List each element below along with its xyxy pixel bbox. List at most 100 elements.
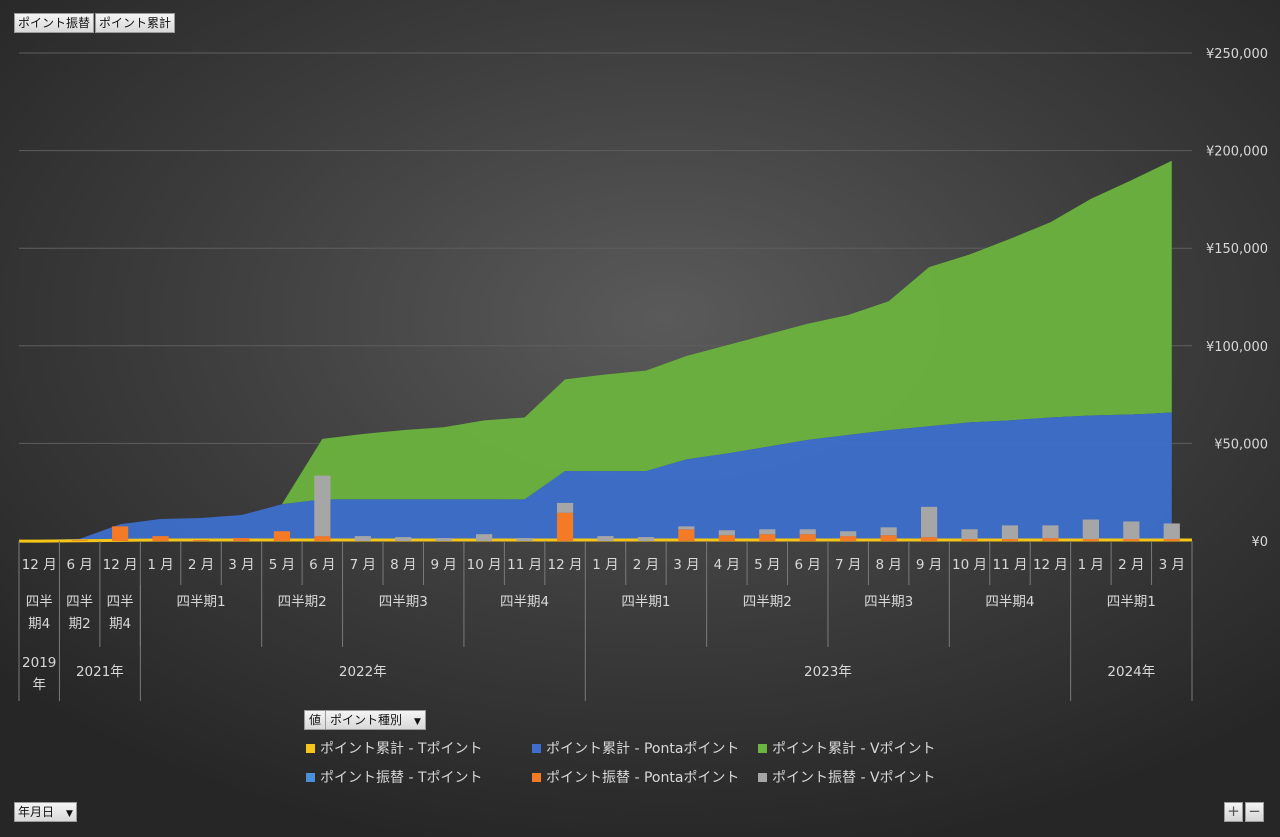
x-quarter-label: 四半期1	[1107, 594, 1156, 610]
legend-item: ポイント累計 - Tポイント	[306, 738, 483, 758]
y-tick-label: ¥200,000	[1206, 145, 1268, 160]
legend-swatch	[532, 773, 541, 782]
x-month-label: 4 月	[714, 557, 740, 573]
bar-v-transfer	[1082, 519, 1099, 540]
axis-field-label: 年月日	[18, 805, 55, 819]
bar-v-transfer	[961, 529, 978, 540]
area-v-point	[39, 160, 1172, 541]
x-quarter-label: 四半期4	[985, 594, 1034, 610]
bar-v-transfer	[556, 502, 574, 513]
x-month-label: 5 月	[754, 557, 780, 573]
x-year-label: 2021年	[76, 664, 124, 680]
x-month-label: 6 月	[795, 557, 821, 573]
x-month-label: 12 月	[22, 557, 57, 573]
x-year-label: 2022年	[339, 664, 387, 680]
x-month-label: 12 月	[1033, 557, 1068, 573]
x-month-label: 1 月	[1078, 557, 1104, 573]
area-series	[19, 160, 1192, 543]
x-quarter-label: 四半期2	[278, 594, 327, 610]
bar-ponta-transfer	[152, 536, 169, 541]
legend-label: ポイント振替 - Tポイント	[320, 770, 483, 786]
bar-ponta-transfer	[840, 536, 857, 541]
bar-ponta-transfer	[556, 512, 574, 541]
bar-ponta-transfer	[233, 538, 250, 541]
filter-point-transfer-button[interactable]: ポイント振替	[14, 13, 95, 33]
legend-label: ポイント振替 - Pontaポイント	[546, 770, 740, 786]
zoom-out-button[interactable]: −	[1245, 802, 1264, 822]
legend-item: ポイント振替 - Pontaポイント	[532, 767, 739, 787]
x-month-label: 6 月	[66, 557, 92, 573]
x-month-label: 3 月	[673, 557, 699, 573]
bar-ponta-transfer	[1163, 539, 1180, 541]
bar-ponta-transfer	[799, 534, 816, 541]
y-axis-labels: ¥0 ¥50,000 ¥100,000 ¥150,000 ¥200,000 ¥250,00…	[1206, 47, 1268, 550]
x-month-label: 9 月	[431, 557, 457, 573]
legend-field-dropdown[interactable]: ポイント種別 ▼	[326, 711, 425, 731]
bar-v-transfer	[759, 529, 776, 535]
x-quarter-label: 四半期1	[621, 594, 670, 610]
chevron-down-icon: ▼	[414, 717, 421, 727]
bar-v-transfer	[678, 526, 695, 530]
value-field-label: 値	[305, 711, 327, 729]
bar-v-transfer	[395, 537, 412, 541]
bar-v-transfer	[637, 537, 655, 541]
bar-v-transfer	[1123, 521, 1140, 540]
bar-v-transfer	[718, 530, 735, 536]
zoom-in-button[interactable]: +	[1224, 802, 1243, 822]
x-month-label: 2 月	[1118, 557, 1144, 573]
axis-field-dropdown[interactable]: 年月日 ▼	[14, 802, 77, 822]
bar-v-transfer	[435, 538, 452, 541]
chevron-down-icon: ▼	[66, 809, 73, 819]
legend-swatch	[758, 773, 767, 782]
y-tick-label: ¥250,000	[1206, 47, 1268, 62]
bar-v-transfer	[880, 527, 897, 536]
bar-ponta-transfer	[71, 540, 88, 541]
bar-ponta-transfer	[920, 537, 938, 541]
legend-label: ポイント振替 - Vポイント	[772, 770, 936, 786]
bar-ponta-transfer	[314, 536, 331, 541]
x-quarter-label: 四半	[66, 594, 93, 610]
legend-label: ポイント累計 - Pontaポイント	[546, 741, 740, 757]
legend-item: ポイント累計 - Pontaポイント	[532, 738, 739, 758]
bar-v-transfer	[476, 534, 493, 541]
x-month-label: 3 月	[1159, 557, 1185, 573]
x-month-label: 7 月	[350, 557, 376, 573]
x-quarter-label: 四半期1	[176, 594, 225, 610]
x-quarter-label: 四半期3	[864, 594, 913, 610]
legend-item: ポイント振替 - Vポイント	[758, 767, 936, 787]
x-quarter-label: 期4	[109, 616, 131, 632]
bar-ponta-transfer	[678, 529, 695, 541]
x-month-label: 8 月	[875, 557, 901, 573]
x-month-label: 12 月	[548, 557, 583, 573]
y-tick-label: ¥100,000	[1206, 340, 1268, 355]
x-year-label: 年	[32, 677, 46, 693]
bar-v-transfer	[1042, 525, 1059, 539]
filter-point-cumulative-button[interactable]: ポイント累計	[95, 13, 176, 33]
bar-series	[71, 475, 1180, 541]
legend-label: ポイント累計 - Tポイント	[320, 741, 483, 757]
bar-v-transfer	[354, 536, 371, 541]
x-year-label: 2023年	[804, 664, 852, 680]
y-tick-label: ¥0	[1251, 535, 1268, 550]
x-year-label: 2024年	[1107, 664, 1155, 680]
x-quarter-label: 四半期2	[743, 594, 792, 610]
x-quarter-label: 四半期4	[500, 594, 549, 610]
x-month-label: 1 月	[592, 557, 618, 573]
bar-v-transfer	[840, 531, 857, 537]
bar-ponta-transfer	[718, 535, 735, 541]
bar-v-transfer	[799, 529, 816, 535]
x-month-label: 9 月	[916, 557, 942, 573]
bar-v-transfer	[597, 536, 614, 541]
x-quarter-label: 期2	[69, 616, 91, 632]
bar-v-transfer	[516, 538, 533, 541]
bar-ponta-transfer	[112, 526, 129, 541]
bar-ponta-transfer	[759, 534, 776, 541]
x-month-label: 11 月	[992, 557, 1027, 573]
legend-swatch	[306, 744, 315, 753]
x-month-label: 8 月	[390, 557, 416, 573]
x-quarter-label: 四半期3	[379, 594, 428, 610]
bar-ponta-transfer	[273, 531, 291, 541]
x-month-label: 2 月	[633, 557, 659, 573]
x-month-label: 12 月	[103, 557, 138, 573]
